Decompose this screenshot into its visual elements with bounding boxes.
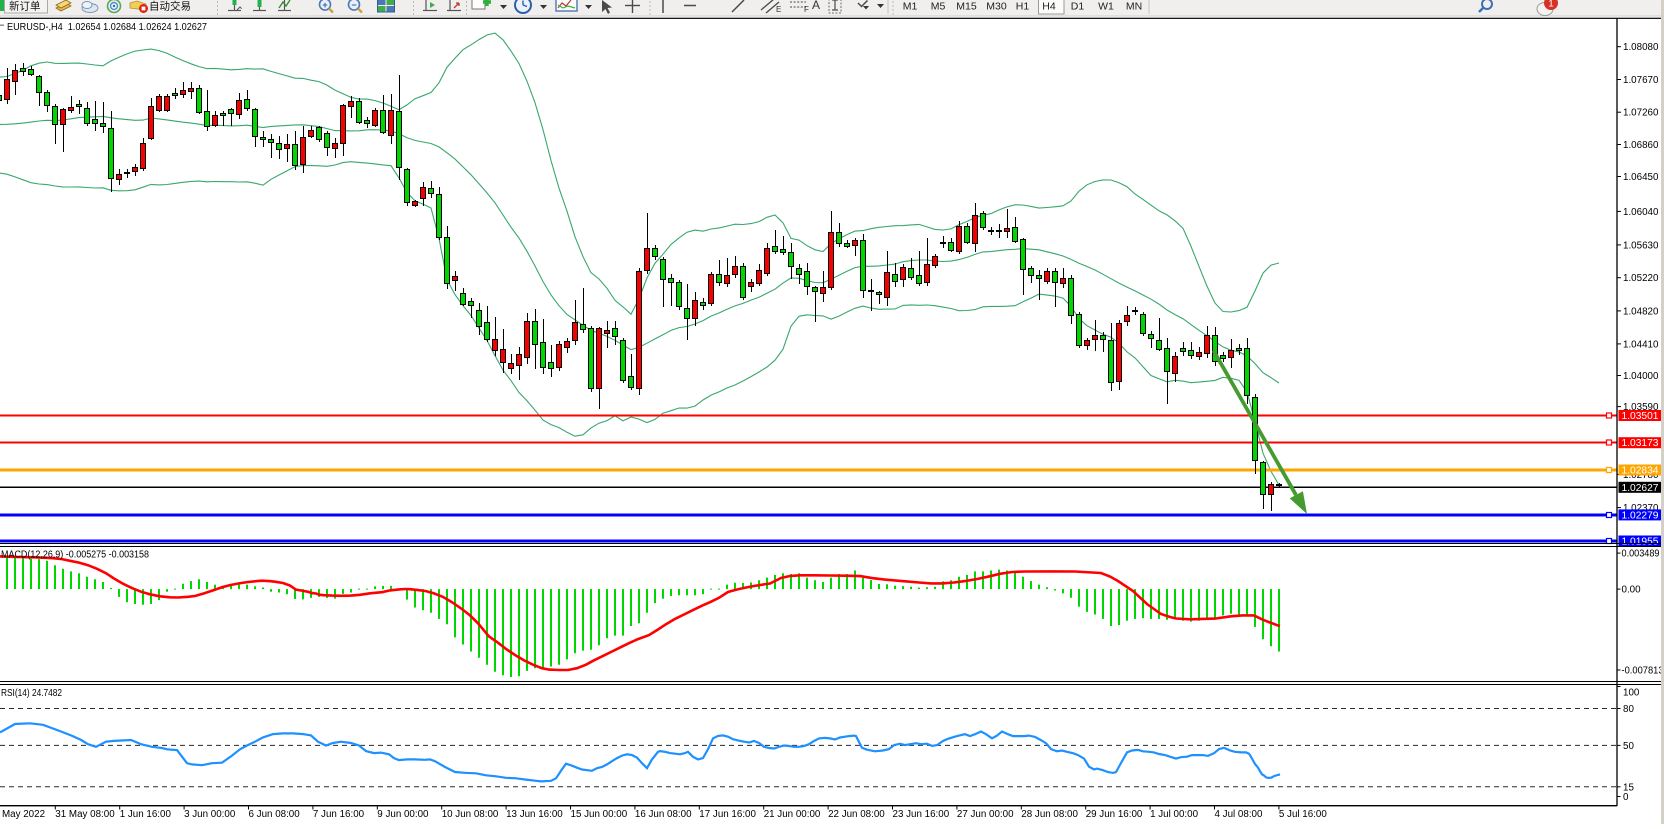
svg-text:1.02834: 1.02834 <box>1622 466 1660 477</box>
svg-text:0.003489: 0.003489 <box>1622 549 1660 560</box>
svg-text:M1: M1 <box>903 1 918 13</box>
svg-text:1 Jul 00:00: 1 Jul 00:00 <box>1150 809 1198 820</box>
svg-text:自动交易: 自动交易 <box>149 0 191 13</box>
svg-text:−: − <box>351 0 356 10</box>
svg-text:W1: W1 <box>1098 1 1114 13</box>
svg-text:MACD(12,26,9) -0.005275 -0.003: MACD(12,26,9) -0.005275 -0.003158 <box>1 550 150 561</box>
svg-text:1.01955: 1.01955 <box>1622 537 1660 548</box>
svg-text:27 Jun 00:00: 27 Jun 00:00 <box>957 809 1014 820</box>
svg-text:1.04000: 1.04000 <box>1623 371 1659 382</box>
svg-text:29 Jun 16:00: 29 Jun 16:00 <box>1086 809 1143 820</box>
svg-text:4 Jul 08:00: 4 Jul 08:00 <box>1215 809 1263 820</box>
svg-text:1.02279: 1.02279 <box>1622 510 1659 521</box>
svg-text:80: 80 <box>1623 704 1634 715</box>
svg-text:5 Jul 16:00: 5 Jul 16:00 <box>1279 809 1327 820</box>
svg-text:1: 1 <box>1548 0 1553 10</box>
svg-text:0.00: 0.00 <box>1622 585 1642 596</box>
svg-text:1.04820: 1.04820 <box>1623 306 1659 317</box>
svg-text:28 Jun 08:00: 28 Jun 08:00 <box>1021 809 1078 820</box>
svg-text:May 2022: May 2022 <box>2 809 45 820</box>
svg-text:15 Jun 00:00: 15 Jun 00:00 <box>571 809 628 820</box>
svg-text:RSI(14) 24.7482: RSI(14) 24.7482 <box>1 688 62 699</box>
svg-text:3 Jun 00:00: 3 Jun 00:00 <box>184 809 236 820</box>
svg-text:1.02627: 1.02627 <box>1622 483 1659 494</box>
svg-text:1.06040: 1.06040 <box>1623 207 1659 218</box>
svg-text:1.06450: 1.06450 <box>1623 172 1659 183</box>
svg-text:31 May 08:00: 31 May 08:00 <box>55 809 115 820</box>
svg-text:H4: H4 <box>1042 1 1056 13</box>
svg-text:100: 100 <box>1623 688 1640 699</box>
svg-text:1 Jun 16:00: 1 Jun 16:00 <box>120 809 172 820</box>
svg-text:EURUSD-,H4 1.02654 1.02684 1.: EURUSD-,H4 1.02654 1.02684 1.02624 1.026… <box>7 21 207 33</box>
svg-text:M30: M30 <box>986 1 1007 13</box>
svg-text:1.04410: 1.04410 <box>1623 339 1659 350</box>
svg-text:MN: MN <box>1126 1 1142 13</box>
svg-text:13 Jun 16:00: 13 Jun 16:00 <box>506 809 563 820</box>
svg-text:1.08080: 1.08080 <box>1623 42 1659 53</box>
svg-text:21 Jun 00:00: 21 Jun 00:00 <box>764 809 821 820</box>
svg-text:23 Jun 16:00: 23 Jun 16:00 <box>893 809 950 820</box>
svg-text:H1: H1 <box>1016 1 1030 13</box>
svg-text:7 Jun 16:00: 7 Jun 16:00 <box>313 809 365 820</box>
svg-text:1.07670: 1.07670 <box>1623 75 1659 86</box>
svg-text:-0.007813: -0.007813 <box>1622 666 1664 677</box>
svg-text:D1: D1 <box>1071 1 1085 13</box>
svg-text:F: F <box>804 5 809 14</box>
svg-text:1.05630: 1.05630 <box>1623 240 1659 251</box>
svg-text:9 Jun 00:00: 9 Jun 00:00 <box>377 809 429 820</box>
svg-text:1.03173: 1.03173 <box>1622 438 1660 449</box>
svg-text:16 Jun 08:00: 16 Jun 08:00 <box>635 809 692 820</box>
svg-text:10 Jun 08:00: 10 Jun 08:00 <box>442 809 499 820</box>
svg-text:1.03501: 1.03501 <box>1622 411 1659 422</box>
svg-text:A: A <box>812 0 820 12</box>
svg-text:22 Jun 08:00: 22 Jun 08:00 <box>828 809 885 820</box>
svg-text:E: E <box>776 5 781 14</box>
svg-text:M15: M15 <box>956 1 977 13</box>
svg-text:0: 0 <box>1623 792 1629 803</box>
svg-text:6 Jun 08:00: 6 Jun 08:00 <box>249 809 301 820</box>
svg-text:+: + <box>322 0 327 10</box>
svg-text:50: 50 <box>1623 741 1634 752</box>
svg-text:1.07260: 1.07260 <box>1623 108 1659 119</box>
svg-text:新订单: 新订单 <box>9 0 41 13</box>
svg-text:17 Jun 16:00: 17 Jun 16:00 <box>699 809 756 820</box>
svg-text:1.05220: 1.05220 <box>1623 273 1659 284</box>
svg-text:M5: M5 <box>931 1 946 13</box>
svg-text:1.06860: 1.06860 <box>1623 140 1659 151</box>
